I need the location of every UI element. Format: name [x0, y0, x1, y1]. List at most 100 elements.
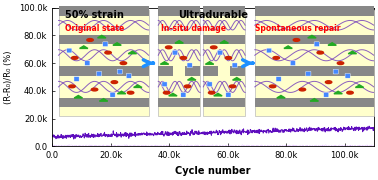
Circle shape [270, 85, 276, 88]
FancyBboxPatch shape [85, 61, 90, 66]
FancyBboxPatch shape [158, 35, 200, 44]
Polygon shape [310, 99, 319, 101]
FancyBboxPatch shape [96, 71, 102, 76]
Polygon shape [348, 51, 356, 54]
FancyBboxPatch shape [172, 50, 178, 55]
FancyBboxPatch shape [255, 66, 374, 76]
Polygon shape [169, 93, 177, 96]
Circle shape [325, 81, 332, 84]
Polygon shape [232, 78, 241, 80]
FancyBboxPatch shape [67, 48, 72, 53]
Polygon shape [220, 41, 228, 43]
Polygon shape [99, 99, 108, 101]
Text: In-situ damage: In-situ damage [161, 24, 226, 33]
FancyBboxPatch shape [276, 77, 281, 81]
FancyBboxPatch shape [74, 77, 79, 81]
FancyBboxPatch shape [255, 98, 374, 107]
FancyBboxPatch shape [59, 66, 149, 76]
Circle shape [208, 91, 215, 94]
FancyBboxPatch shape [203, 98, 245, 107]
Polygon shape [334, 91, 342, 94]
Circle shape [299, 88, 306, 91]
Circle shape [184, 85, 191, 88]
Circle shape [337, 62, 344, 65]
Polygon shape [128, 51, 136, 54]
FancyBboxPatch shape [158, 66, 173, 76]
FancyBboxPatch shape [59, 10, 149, 116]
FancyBboxPatch shape [290, 61, 296, 66]
FancyBboxPatch shape [126, 73, 132, 78]
FancyBboxPatch shape [203, 10, 245, 116]
Y-axis label: (R-R₀)/R₀ (%): (R-R₀)/R₀ (%) [4, 50, 13, 104]
Polygon shape [133, 85, 142, 87]
Polygon shape [214, 93, 222, 96]
Text: 50% strain: 50% strain [65, 10, 124, 21]
Polygon shape [113, 43, 121, 45]
Polygon shape [160, 62, 169, 64]
FancyBboxPatch shape [203, 35, 245, 44]
Polygon shape [284, 46, 292, 48]
FancyBboxPatch shape [333, 69, 338, 74]
FancyBboxPatch shape [266, 48, 272, 53]
Circle shape [317, 51, 324, 54]
FancyBboxPatch shape [59, 98, 149, 107]
Circle shape [111, 81, 118, 84]
Polygon shape [118, 91, 126, 94]
Circle shape [69, 85, 75, 88]
Polygon shape [277, 95, 285, 98]
FancyBboxPatch shape [314, 42, 319, 47]
Polygon shape [79, 46, 88, 48]
FancyBboxPatch shape [203, 66, 218, 76]
FancyBboxPatch shape [217, 50, 223, 55]
Polygon shape [175, 41, 183, 43]
FancyBboxPatch shape [187, 63, 192, 68]
FancyBboxPatch shape [345, 73, 350, 78]
Polygon shape [355, 85, 364, 87]
Circle shape [180, 57, 187, 59]
FancyBboxPatch shape [103, 42, 108, 47]
Circle shape [105, 51, 111, 54]
Circle shape [71, 57, 78, 59]
FancyBboxPatch shape [231, 66, 245, 76]
FancyBboxPatch shape [59, 35, 149, 44]
FancyBboxPatch shape [226, 93, 231, 97]
FancyBboxPatch shape [158, 6, 200, 16]
FancyBboxPatch shape [59, 6, 149, 16]
FancyBboxPatch shape [207, 82, 212, 87]
X-axis label: Cycle number: Cycle number [175, 166, 251, 176]
FancyBboxPatch shape [255, 35, 374, 44]
Circle shape [225, 57, 232, 59]
FancyBboxPatch shape [158, 10, 200, 116]
FancyBboxPatch shape [324, 93, 329, 97]
FancyBboxPatch shape [110, 93, 115, 97]
FancyBboxPatch shape [255, 10, 374, 116]
FancyBboxPatch shape [181, 93, 186, 97]
Circle shape [166, 46, 172, 49]
Polygon shape [205, 62, 214, 64]
FancyBboxPatch shape [117, 69, 122, 74]
Circle shape [87, 39, 93, 41]
Circle shape [293, 39, 300, 41]
Circle shape [120, 62, 127, 65]
Circle shape [91, 88, 98, 91]
Polygon shape [187, 78, 196, 80]
Circle shape [229, 85, 236, 88]
FancyBboxPatch shape [232, 63, 237, 68]
Circle shape [163, 91, 170, 94]
FancyBboxPatch shape [255, 6, 374, 16]
Polygon shape [98, 35, 106, 38]
Text: Spontaneous repair: Spontaneous repair [255, 24, 340, 33]
Text: Ultradurable: Ultradurable [178, 10, 248, 21]
FancyBboxPatch shape [203, 6, 245, 16]
FancyBboxPatch shape [306, 71, 311, 76]
FancyBboxPatch shape [186, 66, 200, 76]
FancyBboxPatch shape [162, 82, 167, 87]
Circle shape [347, 91, 353, 94]
Polygon shape [74, 95, 82, 98]
Polygon shape [328, 43, 336, 45]
Polygon shape [308, 35, 316, 38]
FancyBboxPatch shape [158, 98, 200, 107]
Text: Original state: Original state [65, 24, 124, 33]
Circle shape [127, 91, 134, 94]
Circle shape [211, 46, 217, 49]
